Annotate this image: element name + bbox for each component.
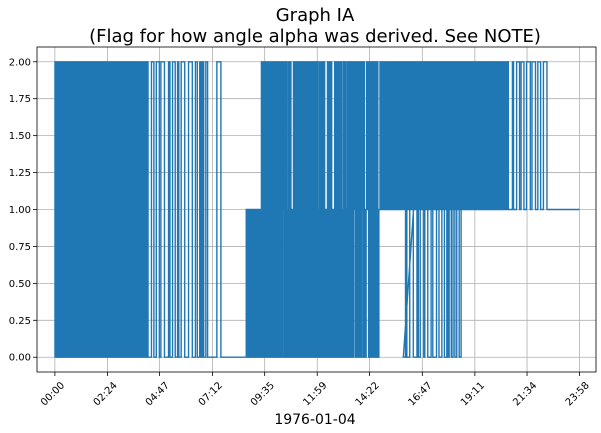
y-tick-label: 1.25 xyxy=(9,168,31,179)
y-axis: 0.00 0.25 0.50 0.75 1.00 1.25 1.50 1.75 2.00 xyxy=(9,57,37,364)
y-tick-label: 0.25 xyxy=(9,316,31,327)
chart-title: Graph IA xyxy=(276,5,355,26)
y-tick-label: 2.00 xyxy=(9,57,31,68)
x-tick-label: 00:00 xyxy=(39,380,67,408)
x-tick-label: 19:11 xyxy=(459,380,487,408)
data-series xyxy=(54,61,580,358)
y-tick-label: 0.75 xyxy=(9,242,31,253)
y-tick-label: 1.75 xyxy=(9,94,31,105)
x-tick-label: 16:47 xyxy=(406,380,434,408)
x-axis-label: 1976-01-04 xyxy=(274,412,355,428)
chart-subtitle: (Flag for how angle alpha was derived. S… xyxy=(89,26,541,47)
y-tick-label: 0.50 xyxy=(9,279,31,290)
x-tick-label: 02:24 xyxy=(92,380,120,408)
series-line xyxy=(54,61,580,358)
x-tick-label: 14:22 xyxy=(354,380,382,408)
x-tick-label: 11:59 xyxy=(301,380,329,408)
x-tick-label: 04:47 xyxy=(144,380,172,408)
x-tick-label: 23:58 xyxy=(564,380,592,408)
y-tick-label: 0.00 xyxy=(9,353,31,364)
x-tick-label: 09:35 xyxy=(249,380,277,408)
x-tick-label: 21:34 xyxy=(511,380,539,408)
y-tick-label: 1.00 xyxy=(9,205,31,216)
x-tick-label: 07:12 xyxy=(197,380,225,408)
y-tick-label: 1.50 xyxy=(9,131,31,142)
x-axis: 00:00 02:24 04:47 07:12 09:35 11:59 14:22 16:47… xyxy=(39,372,592,408)
